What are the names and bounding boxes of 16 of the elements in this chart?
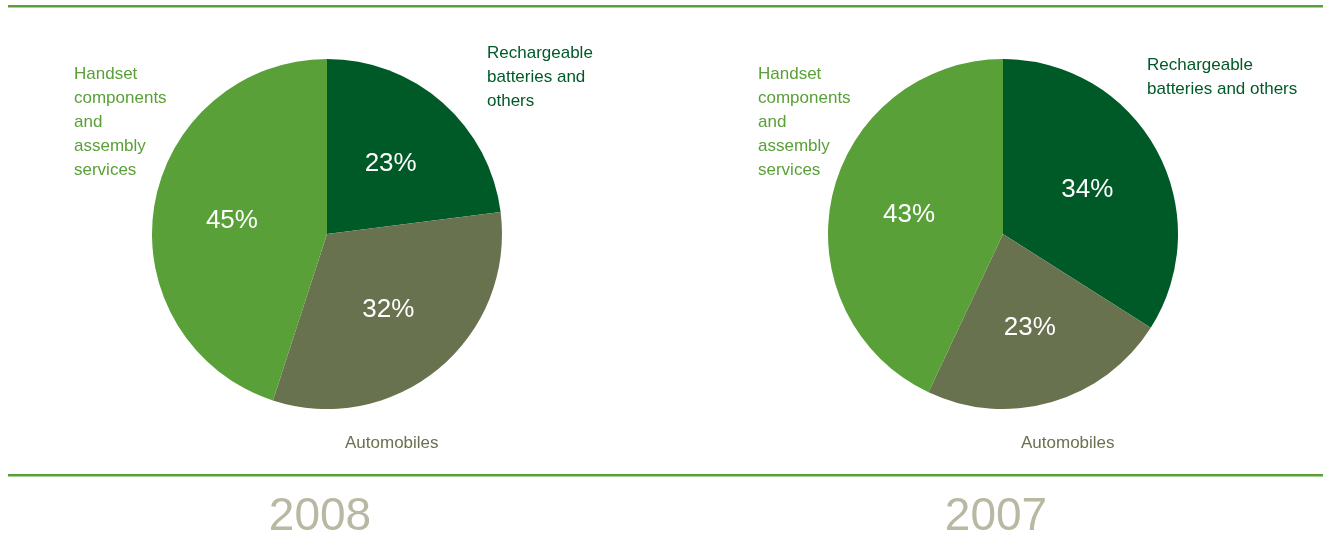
- data-label: 45%: [205, 203, 258, 234]
- pie-slice: [272, 212, 502, 409]
- data-label: 23%: [1003, 311, 1056, 342]
- slice-label: Handset components and assembly services: [758, 64, 851, 179]
- slice-label: Automobiles: [1021, 433, 1115, 452]
- slice-label: Automobiles: [345, 433, 439, 452]
- pie-slice: [928, 234, 1151, 409]
- slice-label: Rechargeable batteries and others: [487, 43, 593, 110]
- data-label: 43%: [883, 198, 936, 228]
- text: 2007: [944, 488, 1048, 540]
- data-label: 23%: [364, 146, 417, 177]
- data-label: 34%: [1061, 172, 1114, 203]
- slice-label: Handset components and assembly services: [74, 64, 167, 179]
- slice-label: Rechargeable batteries and others: [1147, 55, 1298, 98]
- text: 2008: [268, 488, 372, 540]
- data-label: 32%: [362, 293, 415, 324]
